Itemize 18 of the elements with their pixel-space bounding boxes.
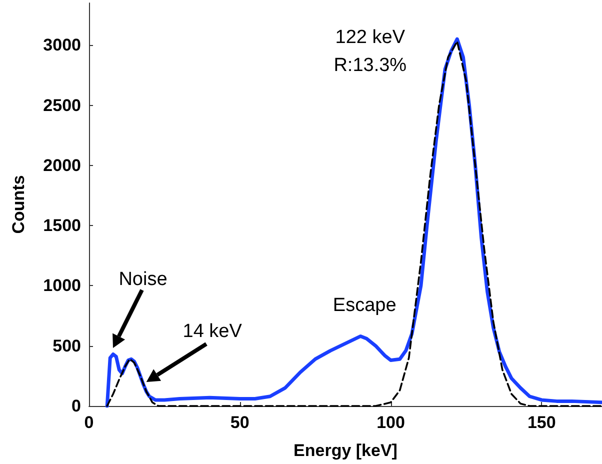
y-tick-label: 3000 — [43, 36, 81, 55]
annotation: Escape — [332, 295, 396, 316]
y-tick-label: 1000 — [43, 276, 81, 296]
annotation: 14 keV — [182, 320, 242, 342]
y-tick-label: 1500 — [43, 216, 81, 236]
x-tick-label: 0 — [84, 413, 94, 432]
annotation: R:13.3% — [334, 55, 407, 76]
y-tick-label: 2500 — [43, 96, 81, 115]
y-axis-title: Counts — [9, 175, 28, 234]
y-tick-label: 500 — [52, 336, 81, 356]
annotation: 122 keV — [335, 27, 406, 48]
y-tick-label: 0 — [72, 396, 81, 416]
annotation: Noise — [118, 269, 168, 290]
x-axis-title: Energy [keV] — [294, 441, 398, 460]
y-tick-label: 2000 — [43, 156, 81, 175]
x-tick-label: 150 — [527, 413, 556, 432]
x-tick-label: 100 — [376, 413, 405, 432]
x-tick-label: 50 — [230, 413, 250, 432]
